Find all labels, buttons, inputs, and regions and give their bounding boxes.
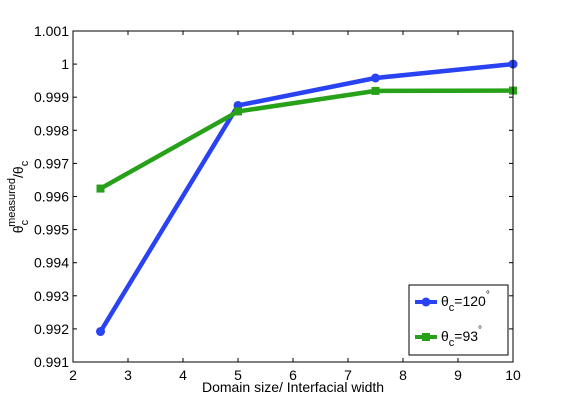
y-tick-label: 0.991 [34, 354, 69, 370]
x-tick-label: 10 [505, 367, 521, 383]
y-tick-label: 0.999 [34, 89, 69, 105]
legend: θc=120° θc=93° [408, 284, 509, 356]
x-axis-label: Domain size/ Interfacial width [202, 379, 384, 395]
y-label-theta2: θ [10, 166, 26, 174]
series-2-point [371, 86, 380, 95]
y-tick-label: 1.001 [34, 23, 69, 39]
series-2-point [234, 107, 242, 116]
legend-label-series-2: θc=93° [441, 325, 482, 349]
series-1-point [96, 327, 105, 337]
y-label-sub2: c [19, 160, 31, 166]
legend-marker-series-2 [422, 333, 430, 341]
y-tick-label: 0.995 [34, 222, 69, 238]
tick-labels-layer: 2 3 4 5 6 7 8 9 10 0.991 0.992 0.993 0.994 0.995 0.996… [34, 23, 521, 383]
y-label-theta1: θ [10, 225, 26, 233]
series-layer [96, 59, 518, 337]
x-tick-label: 9 [454, 367, 462, 383]
x-tick-label: 8 [399, 367, 407, 383]
y-tick-label: 0.996 [34, 189, 69, 205]
series-2-line [99, 88, 514, 191]
y-label-sub1: c [19, 219, 31, 225]
series-2-point [96, 184, 105, 193]
y-tick-label: 0.994 [34, 255, 69, 271]
y-label-slash: / [10, 174, 26, 178]
y-tick-label: 0.993 [34, 288, 69, 304]
series-1-point [371, 73, 380, 83]
plot-frame [72, 30, 514, 363]
y-tick-label: 0.997 [34, 155, 69, 171]
x-tick-label: 3 [124, 367, 132, 383]
y-tick-label: 1 [61, 56, 69, 72]
y-axis-label: θcmeasured/θc [6, 160, 31, 233]
legend-marker-series-1 [421, 297, 431, 307]
x-tick-label: 7 [344, 367, 352, 383]
x-tick-label: 2 [69, 367, 77, 383]
svg-text:θcmeasured/θc: θcmeasured/θc [6, 160, 31, 233]
legend-box [408, 284, 509, 356]
legend-label-series-1: θc=120° [441, 290, 490, 314]
y-tick-label: 0.998 [34, 122, 69, 138]
y-label-sup1: measured [6, 178, 18, 227]
y-tick-label: 0.992 [34, 321, 69, 337]
x-tick-label: 5 [234, 367, 242, 383]
series-1-line [98, 61, 514, 333]
x-tick-label: 4 [179, 367, 187, 383]
x-tick-label: 6 [289, 367, 297, 383]
